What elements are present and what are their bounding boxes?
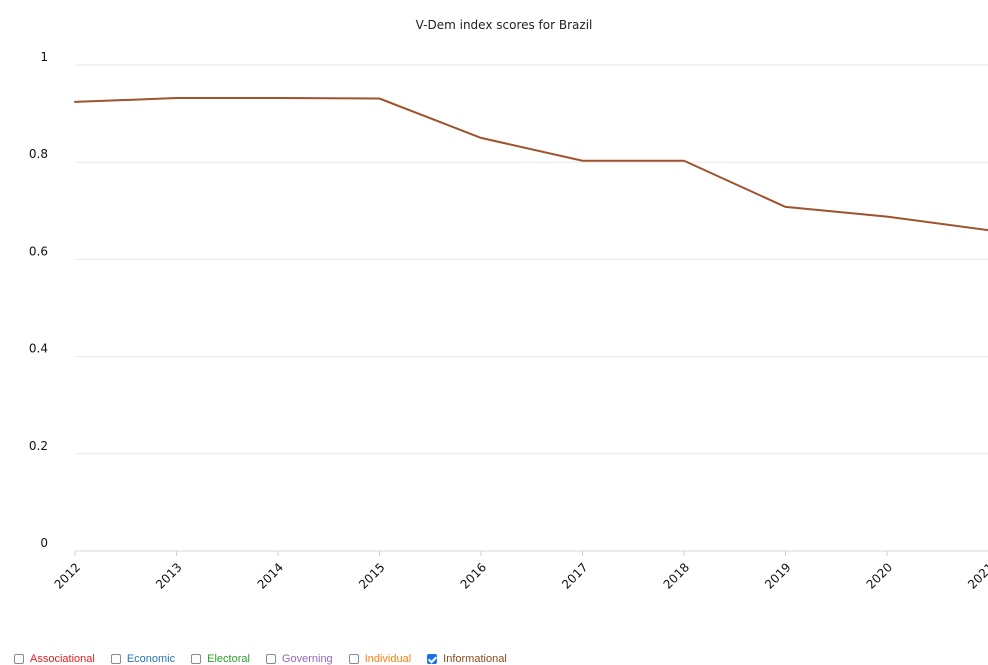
x-axis-labels: 2012 2013 2014 2015 2016 2017 2018 2019 2020 2021: [52, 560, 988, 591]
legend: Associational Economic Electoral Governing I…: [14, 653, 523, 665]
y-tick-label: 1: [40, 50, 48, 64]
x-tick-label: 2012: [52, 560, 83, 591]
x-tick-label: 2016: [458, 560, 489, 591]
x-tick-label: 2018: [661, 560, 692, 591]
legend-item-informational[interactable]: Informational: [427, 653, 507, 665]
x-tick-label: 2013: [153, 560, 184, 591]
y-tick-label: 0.2: [29, 439, 48, 453]
unchecked-checkbox[interactable]: [191, 654, 202, 664]
checked-checkbox[interactable]: [427, 654, 438, 664]
legend-label: Informational: [443, 653, 507, 665]
y-axis-labels: 0 0.2 0.4 0.6 0.8 1: [29, 50, 48, 550]
unchecked-checkbox[interactable]: [110, 654, 121, 664]
x-tick-label: 2017: [559, 560, 590, 591]
y-tick-label: 0.6: [29, 244, 48, 258]
legend-item-electoral[interactable]: Electoral: [191, 653, 250, 665]
legend-label: Electoral: [207, 653, 250, 665]
unchecked-checkbox[interactable]: [348, 654, 359, 664]
legend-label: Governing: [281, 653, 333, 665]
chart-title: V-Dem index scores for Brazil: [416, 18, 593, 32]
y-tick-label: 0.8: [29, 147, 48, 161]
legend-item-associational[interactable]: Associational: [14, 653, 95, 665]
series-layer: [74, 97, 988, 232]
x-tick-label: 2015: [356, 560, 387, 591]
x-tick-label: 2021: [965, 560, 988, 591]
legend-label: Economic: [126, 653, 176, 665]
legend-item-governing[interactable]: Governing: [265, 653, 333, 665]
x-tick-label: 2019: [762, 560, 793, 591]
legend-item-economic[interactable]: Economic: [110, 653, 176, 665]
unchecked-checkbox[interactable]: [14, 654, 24, 664]
x-tick-label: 2014: [255, 560, 286, 591]
y-tick-label: 0.4: [29, 342, 48, 356]
legend-label: Associational: [30, 653, 95, 665]
x-axis: [74, 550, 988, 556]
legend-label: Individual: [364, 653, 412, 665]
y-tick-label: 0: [40, 536, 48, 550]
unchecked-checkbox[interactable]: [265, 654, 276, 664]
x-tick-label: 2020: [864, 560, 895, 591]
series-line-informational: [74, 97, 988, 232]
gridlines: [75, 64, 988, 455]
legend-item-individual[interactable]: Individual: [348, 653, 412, 665]
line-chart: V-Dem index scores for Brazil 0 0.2 0.4 0.6…: [29, 18, 988, 592]
